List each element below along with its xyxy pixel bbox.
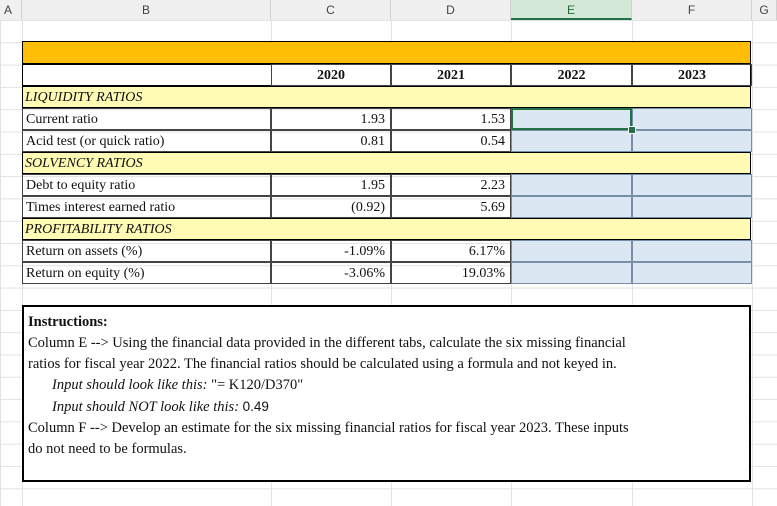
instructions-line-6: do not need to be formulas. (28, 441, 187, 457)
year-2023-header[interactable]: 2023 (632, 64, 752, 86)
input-acid-test-2022[interactable] (511, 130, 632, 152)
row-label-return-on-assets[interactable]: Return on assets (%) (22, 240, 271, 262)
column-header-c[interactable]: C (271, 0, 391, 20)
value-acid-test-2021[interactable]: 0.54 (391, 130, 511, 152)
value-acid-test-2020[interactable]: 0.81 (271, 130, 391, 152)
value-return-on-assets-2020[interactable]: -1.09% (271, 240, 391, 262)
example-good-value: "= K120/D370" (211, 377, 304, 393)
instructions-example-bad: Input should NOT look like this: 0.49 (28, 396, 745, 418)
row-label-acid-test[interactable]: Acid test (or quick ratio) (22, 130, 271, 152)
section-band-profitability (22, 218, 751, 240)
year-2022-header[interactable]: 2022 (511, 64, 632, 86)
value-current-ratio-2021[interactable]: 1.53 (391, 108, 511, 130)
instructions-example-good: Input should look like this: "= K120/D37… (28, 375, 745, 396)
column-header-a[interactable]: A (0, 0, 22, 20)
column-header-bar: A B C D E F G (0, 0, 777, 21)
section-band-liquidity (22, 86, 751, 108)
value-return-on-assets-2021[interactable]: 6.17% (391, 240, 511, 262)
selected-cell-outline (511, 108, 632, 130)
example-bad-value: 0.49 (242, 399, 269, 414)
gridline (752, 20, 753, 506)
section-band-solvency (22, 152, 751, 174)
title-band[interactable] (22, 41, 751, 64)
instructions-line-2: ratios for fiscal year 2022. The financi… (28, 356, 617, 372)
instructions-heading: Instructions: (28, 314, 108, 330)
section-title-liquidity[interactable]: LIQUIDITY RATIOS (25, 90, 143, 105)
year-2020-header[interactable]: 2020 (271, 64, 391, 86)
input-debt-to-equity-2023[interactable] (632, 174, 752, 196)
input-times-interest-earned-2023[interactable] (632, 196, 752, 218)
row-label-return-on-equity[interactable]: Return on equity (%) (22, 262, 271, 284)
example-bad-label: Input should NOT look like this: (52, 399, 243, 415)
value-return-on-equity-2021[interactable]: 19.03% (391, 262, 511, 284)
input-acid-test-2023[interactable] (632, 130, 752, 152)
fill-handle[interactable] (628, 126, 636, 134)
input-return-on-equity-2022[interactable] (511, 262, 632, 284)
value-current-ratio-2020[interactable]: 1.93 (271, 108, 391, 130)
input-times-interest-earned-2022[interactable] (511, 196, 632, 218)
input-return-on-assets-2022[interactable] (511, 240, 632, 262)
row-label-current-ratio[interactable]: Current ratio (22, 108, 271, 130)
input-return-on-equity-2023[interactable] (632, 262, 752, 284)
value-return-on-equity-2020[interactable]: -3.06% (271, 262, 391, 284)
section-title-solvency[interactable]: SOLVENCY RATIOS (25, 156, 143, 171)
instructions-box[interactable]: Instructions: Column E --> Using the fin… (22, 305, 751, 482)
value-times-interest-earned-2021[interactable]: 5.69 (391, 196, 511, 218)
value-debt-to-equity-2021[interactable]: 2.23 (391, 174, 511, 196)
value-debt-to-equity-2020[interactable]: 1.95 (271, 174, 391, 196)
column-header-g[interactable]: G (752, 0, 777, 20)
section-title-profitability[interactable]: PROFITABILITY RATIOS (25, 222, 172, 237)
input-debt-to-equity-2022[interactable] (511, 174, 632, 196)
value-times-interest-earned-2020[interactable]: (0.92) (271, 196, 391, 218)
example-good-label: Input should look like this: (52, 377, 212, 393)
row-label-debt-to-equity[interactable]: Debt to equity ratio (22, 174, 271, 196)
input-return-on-assets-2023[interactable] (632, 240, 752, 262)
instructions-line-5: Column F --> Develop an estimate for the… (28, 420, 629, 436)
input-current-ratio-2023[interactable] (632, 108, 752, 130)
column-header-b[interactable]: B (22, 0, 271, 20)
row-label-times-interest-earned[interactable]: Times interest earned ratio (22, 196, 271, 218)
year-2021-header[interactable]: 2021 (391, 64, 511, 86)
instructions-line-1: Column E --> Using the financial data pr… (28, 335, 626, 351)
column-header-d[interactable]: D (391, 0, 511, 20)
column-header-e[interactable]: E (511, 0, 632, 20)
column-header-f[interactable]: F (632, 0, 752, 20)
